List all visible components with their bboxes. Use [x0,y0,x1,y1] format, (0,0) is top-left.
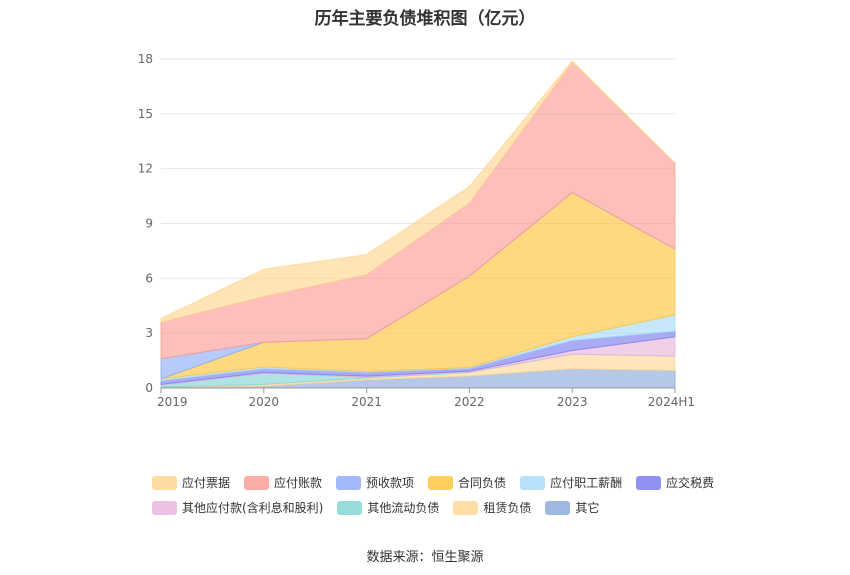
legend-label: 应付票据 [182,476,231,490]
legend-swatch [152,475,177,490]
legend: 应付票据 应付账款 预收款项 合同负债 应付职工薪酬 应交税费 其他应付款(含利息和股利)… [152,470,752,520]
legend-label: 应交税费 [666,476,715,490]
y-tick-label: 0 [145,381,153,395]
x-tick-label: 2019 [157,395,188,409]
chart-title: 历年主要负债堆积图（亿元） [314,9,536,29]
legend-swatch [336,475,362,490]
x-tick-label: 2024H1 [648,395,695,409]
legend-item[interactable]: 其他流动负债 [337,499,439,516]
y-tick-label: 9 [145,217,153,231]
legend-item[interactable]: 其它 [545,499,599,516]
legend-label: 合同负债 [458,476,507,490]
x-tick-label: 2021 [351,395,382,409]
legend-swatch [152,500,177,515]
legend-swatch [453,500,479,515]
y-tick-label: 15 [138,107,153,121]
legend-item[interactable]: 应付票据 [152,474,230,491]
legend-item[interactable]: 租赁负债 [453,499,531,516]
legend-row: 其他应付款(含利息和股利) 其他流动负债 租赁负债 其它 [152,495,752,520]
legend-item[interactable]: 其他应付款(含利息和股利) [152,499,323,516]
legend-item[interactable]: 合同负债 [428,474,506,491]
legend-swatch [337,500,363,515]
area-layer [160,60,676,389]
legend-label: 应付职工薪酬 [550,476,623,490]
legend-item[interactable]: 应交税费 [636,474,714,491]
x-tick-label: 2023 [557,395,588,409]
y-tick-label: 18 [138,52,153,66]
legend-swatch [244,475,270,490]
y-tick-label: 6 [145,271,153,285]
legend-label: 其他流动负债 [367,501,440,515]
legend-row: 应付票据 应付账款 预收款项 合同负债 应付职工薪酬 应交税费 [152,470,752,495]
legend-item[interactable]: 应付账款 [244,474,322,491]
legend-item[interactable]: 应付职工薪酬 [520,474,622,491]
x-tick-label: 2020 [249,395,280,409]
y-tick-label: 12 [138,162,153,176]
legend-label: 其它 [575,501,600,515]
legend-swatch [428,475,454,490]
legend-item[interactable]: 预收款项 [336,474,414,491]
source-note: 数据来源：恒生聚源 [366,550,484,565]
area-series-9 [160,60,676,323]
legend-swatch [545,500,571,515]
legend-swatch [520,475,546,490]
legend-label: 应付账款 [274,476,323,490]
legend-swatch [636,475,662,490]
legend-label: 其他应付款(含利息和股利) [182,501,324,515]
axis-layer: 0 3 6 9 12 15 18 2019 2020 2021 2022 2023 2024H1 [138,52,695,409]
y-tick-label: 3 [145,326,153,340]
legend-label: 预收款项 [366,476,415,490]
legend-label: 租赁负债 [483,501,532,515]
x-tick-label: 2022 [454,395,485,409]
